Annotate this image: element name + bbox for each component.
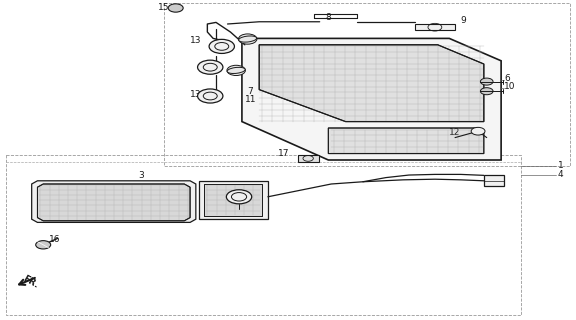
Text: 9: 9 xyxy=(461,16,467,25)
Polygon shape xyxy=(199,181,268,219)
Polygon shape xyxy=(204,184,262,216)
Text: 1: 1 xyxy=(558,161,563,170)
Circle shape xyxy=(226,190,252,204)
Circle shape xyxy=(227,65,245,76)
Circle shape xyxy=(480,88,493,95)
Text: 4: 4 xyxy=(558,170,563,179)
Text: 17: 17 xyxy=(278,149,290,158)
Circle shape xyxy=(198,89,223,103)
Text: 5: 5 xyxy=(92,214,98,223)
Text: FR.: FR. xyxy=(21,274,40,290)
Polygon shape xyxy=(37,184,190,221)
Polygon shape xyxy=(484,175,504,186)
Polygon shape xyxy=(259,45,484,122)
Polygon shape xyxy=(328,128,484,154)
Text: 11: 11 xyxy=(245,95,256,104)
Text: 13: 13 xyxy=(190,90,202,99)
Polygon shape xyxy=(32,181,196,222)
Text: 14: 14 xyxy=(210,187,222,196)
Circle shape xyxy=(480,78,493,85)
Text: 2: 2 xyxy=(92,207,98,216)
Text: 10: 10 xyxy=(504,82,516,91)
Polygon shape xyxy=(415,24,455,30)
Text: 13: 13 xyxy=(190,36,202,44)
Polygon shape xyxy=(242,38,501,160)
Text: 3: 3 xyxy=(138,171,144,180)
Polygon shape xyxy=(298,155,319,162)
Circle shape xyxy=(471,127,485,135)
Text: 16: 16 xyxy=(49,235,60,244)
Circle shape xyxy=(198,60,223,74)
Circle shape xyxy=(168,4,183,12)
Text: 15: 15 xyxy=(158,3,170,12)
Ellipse shape xyxy=(227,67,245,74)
Text: 12: 12 xyxy=(449,128,461,137)
Text: 8: 8 xyxy=(325,13,331,22)
Text: 7: 7 xyxy=(248,87,253,96)
Circle shape xyxy=(36,241,51,249)
Circle shape xyxy=(238,34,257,44)
Text: 6: 6 xyxy=(504,74,510,83)
Ellipse shape xyxy=(238,36,257,42)
Circle shape xyxy=(209,39,234,53)
